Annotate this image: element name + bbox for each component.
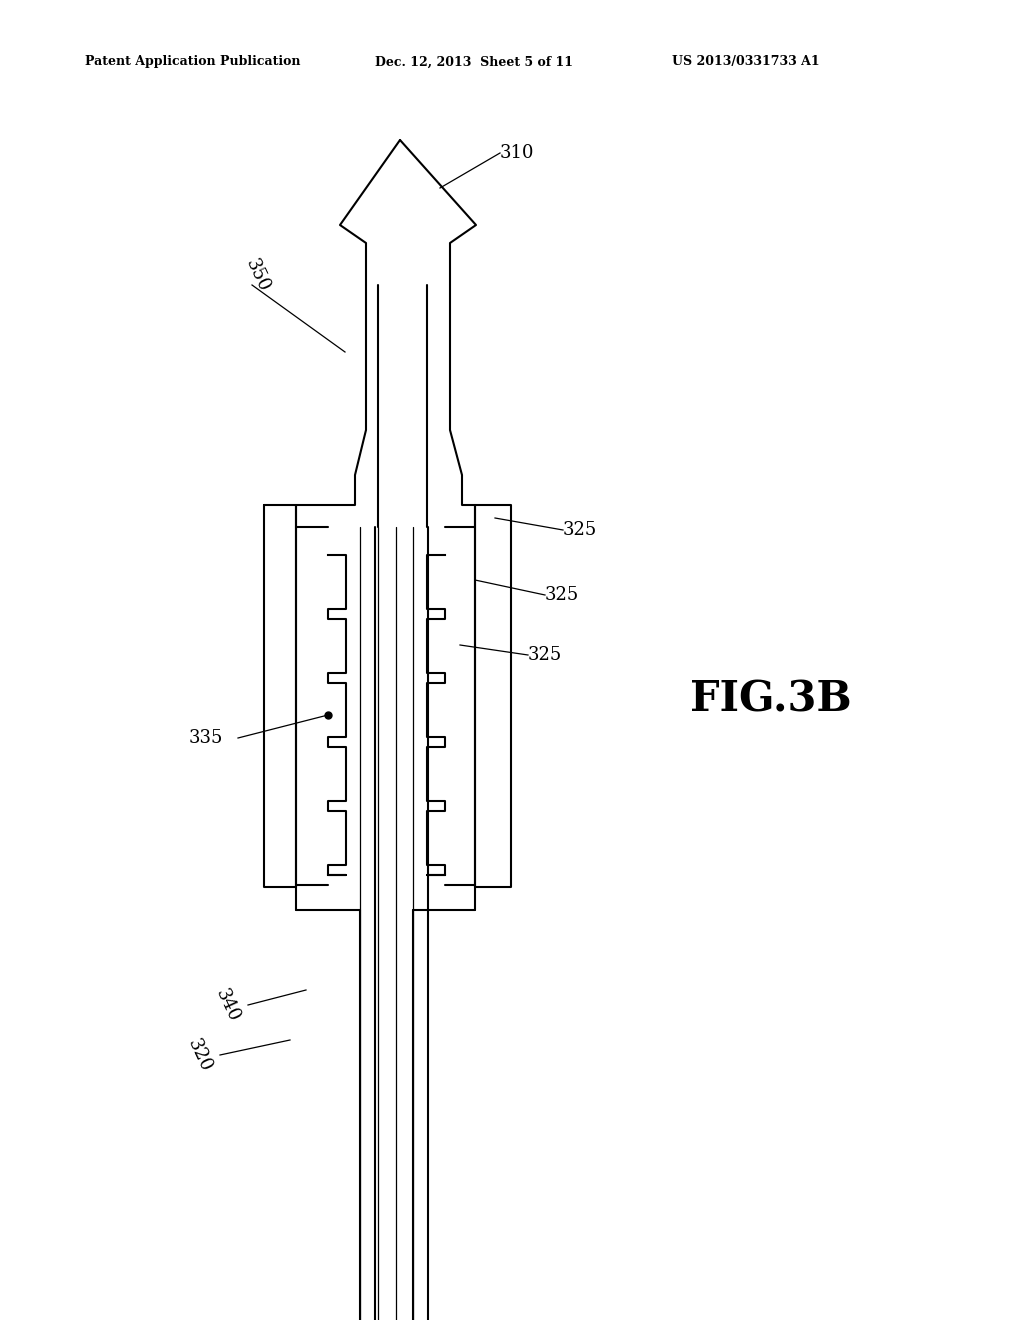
Text: US 2013/0331733 A1: US 2013/0331733 A1: [672, 55, 819, 69]
Text: 320: 320: [184, 1036, 215, 1074]
Text: 350: 350: [242, 256, 272, 294]
Text: Dec. 12, 2013  Sheet 5 of 11: Dec. 12, 2013 Sheet 5 of 11: [375, 55, 573, 69]
Text: 325: 325: [528, 645, 562, 664]
Text: 325: 325: [545, 586, 580, 605]
Text: 325: 325: [563, 521, 597, 539]
Text: Patent Application Publication: Patent Application Publication: [85, 55, 300, 69]
Text: 335: 335: [188, 729, 223, 747]
Text: FIG.3B: FIG.3B: [690, 678, 852, 721]
Text: 340: 340: [212, 986, 243, 1024]
Text: 310: 310: [500, 144, 535, 162]
